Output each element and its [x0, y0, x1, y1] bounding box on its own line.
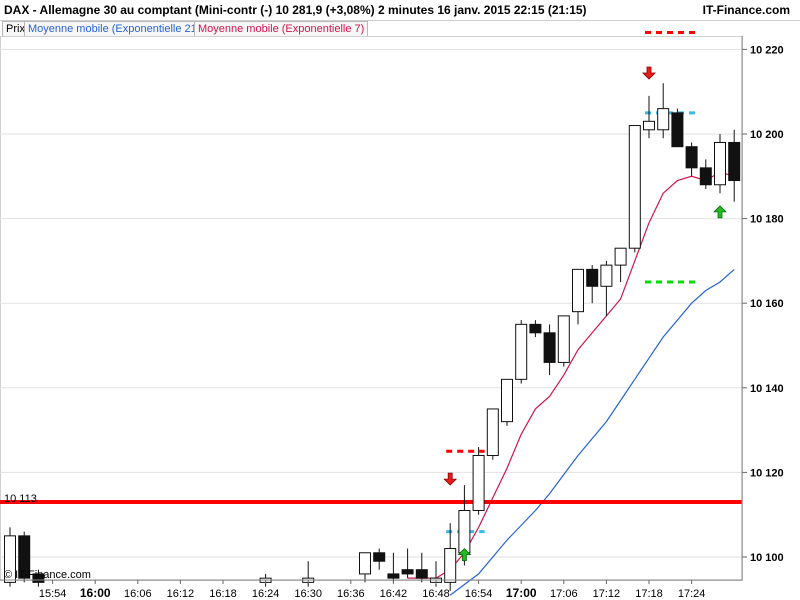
- x-tick-label: 16:42: [380, 588, 408, 600]
- watermark: © IT-Finance.com: [4, 569, 91, 581]
- candle-body: [529, 323, 542, 334]
- candle-body: [728, 141, 741, 182]
- candle-body: [4, 535, 16, 583]
- candle-body: [699, 167, 712, 186]
- candle-body: [600, 264, 613, 287]
- ema21-series: [449, 268, 735, 596]
- candle-body: [586, 268, 599, 287]
- instrument-title: DAX - Allemagne 30 au comptant (Mini-con…: [4, 3, 587, 17]
- x-tick-label: 16:48: [422, 588, 450, 600]
- x-tick-label: 16:36: [337, 588, 365, 600]
- x-tick-label: 17:24: [678, 588, 706, 600]
- y-tick-label: 10 180: [750, 214, 784, 226]
- candle-body: [18, 535, 31, 579]
- candle-body: [643, 120, 655, 131]
- y-tick-label: 10 120: [750, 467, 784, 479]
- candle-body: [628, 125, 641, 249]
- sell-arrow-icon: [443, 472, 458, 486]
- candle-body: [373, 552, 386, 562]
- x-tick-label: 17:18: [635, 588, 663, 600]
- x-tick-label: 16:00: [80, 586, 111, 600]
- candle-body: [415, 569, 428, 579]
- sell-arrow-icon: [642, 66, 656, 80]
- grid: [0, 36, 743, 581]
- x-tick-label: 16:24: [252, 588, 280, 600]
- candle-body: [685, 146, 698, 169]
- x-tick-label: 16:30: [294, 588, 322, 600]
- x-tick-label: 15:54: [39, 588, 67, 600]
- x-tick-label: 17:06: [550, 588, 578, 600]
- brand-label[interactable]: IT-Finance.com: [702, 3, 790, 17]
- y-tick-label: 10 200: [750, 129, 784, 141]
- candle-body: [614, 247, 627, 266]
- support-line-label: 10 113: [4, 493, 37, 505]
- x-tick-label: 16:06: [124, 588, 152, 600]
- buy-arrow-icon: [457, 547, 472, 561]
- candle-body: [444, 548, 457, 583]
- candle-body: [543, 332, 556, 363]
- y-tick-label: 10 220: [750, 44, 784, 56]
- x-tick-label: 16:54: [465, 588, 493, 600]
- x-tick-label: 16:18: [209, 588, 237, 600]
- candle-body: [486, 408, 499, 456]
- candle-body: [458, 509, 471, 554]
- candle-body: [657, 108, 670, 131]
- x-tick-label: 17:00: [506, 586, 537, 600]
- y-tick-label: 10 100: [750, 552, 784, 564]
- legend-bar: Prix Moyenne mobile (Exponentielle 21) M…: [0, 20, 800, 37]
- legend-ema7[interactable]: Moyenne mobile (Exponentielle 7): [194, 21, 369, 37]
- title-bar: DAX - Allemagne 30 au comptant (Mini-con…: [0, 0, 800, 21]
- candle-body: [572, 268, 584, 313]
- candle-body: [401, 569, 414, 575]
- candle-body: [501, 378, 513, 423]
- x-tick-label: 16:12: [167, 588, 195, 600]
- plot-area: [0, 36, 743, 581]
- y-tick-label: 10 140: [750, 383, 784, 395]
- price-levels: [0, 30, 742, 534]
- x-tick-label: 17:12: [593, 588, 621, 600]
- signals: [443, 66, 727, 561]
- axes: 10 100 10 120 10 140 10 160 10 180 10 200 10 2…: [0, 36, 784, 600]
- candle-body: [557, 315, 570, 363]
- candle-body: [671, 112, 684, 148]
- ema21-line: [449, 268, 735, 596]
- candle-body: [359, 552, 371, 575]
- candle-body: [515, 323, 528, 380]
- candle-body: [714, 141, 726, 186]
- buy-arrow-icon: [713, 205, 727, 219]
- candle-body: [472, 454, 485, 511]
- candle-body: [387, 573, 400, 579]
- candle-body: [32, 573, 45, 583]
- y-tick-label: 10 160: [750, 298, 784, 310]
- legend-ema21[interactable]: Moyenne mobile (Exponentielle 21): [24, 21, 205, 37]
